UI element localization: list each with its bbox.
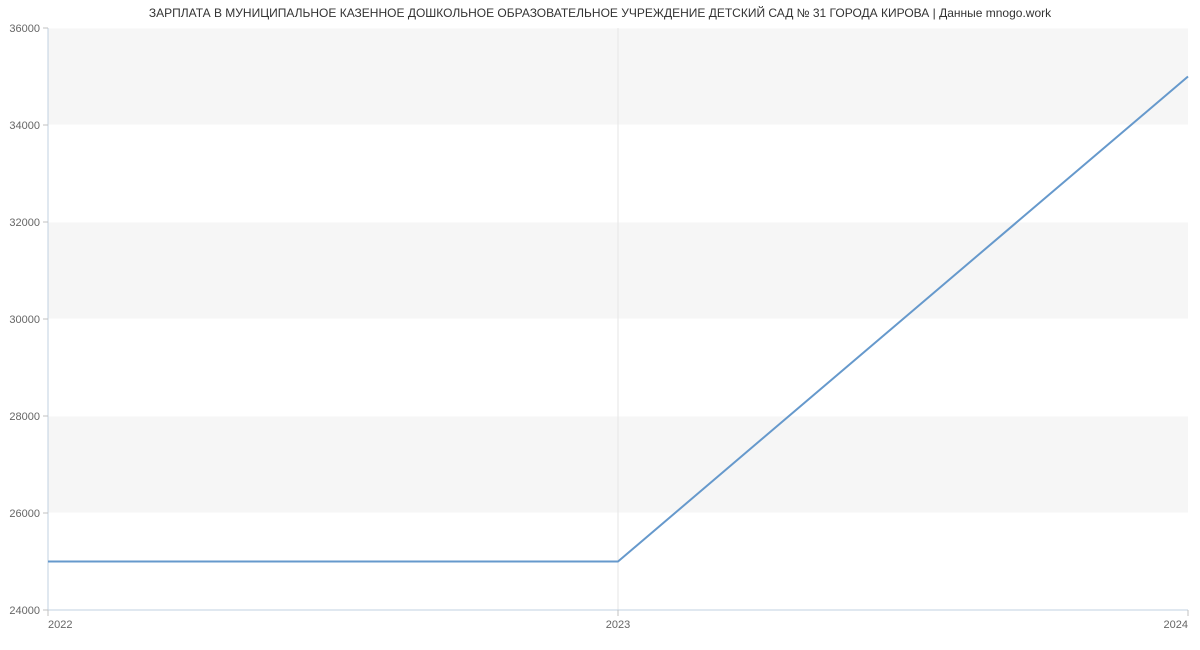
chart-svg: 2400026000280003000032000340003600020222…: [0, 0, 1200, 650]
y-tick-label: 30000: [9, 314, 40, 326]
x-tick-label: 2023: [606, 619, 630, 631]
y-tick-label: 32000: [9, 217, 40, 229]
y-tick-label: 36000: [9, 23, 40, 35]
x-axis: 2022 2023 2024: [48, 610, 1188, 631]
y-tick-label: 28000: [9, 411, 40, 423]
chart-container: ЗАРПЛАТА В МУНИЦИПАЛЬНОЕ КАЗЕННОЕ ДОШКОЛ…: [0, 0, 1200, 650]
y-tick-label: 26000: [9, 508, 40, 520]
y-tick-label: 34000: [9, 120, 40, 132]
x-tick-label: 2024: [1164, 619, 1188, 631]
y-tick-label: 24000: [9, 605, 40, 617]
x-tick-label: 2022: [48, 619, 72, 631]
y-axis: 24000 26000 28000 30000 32000 34000 36000: [9, 23, 48, 617]
